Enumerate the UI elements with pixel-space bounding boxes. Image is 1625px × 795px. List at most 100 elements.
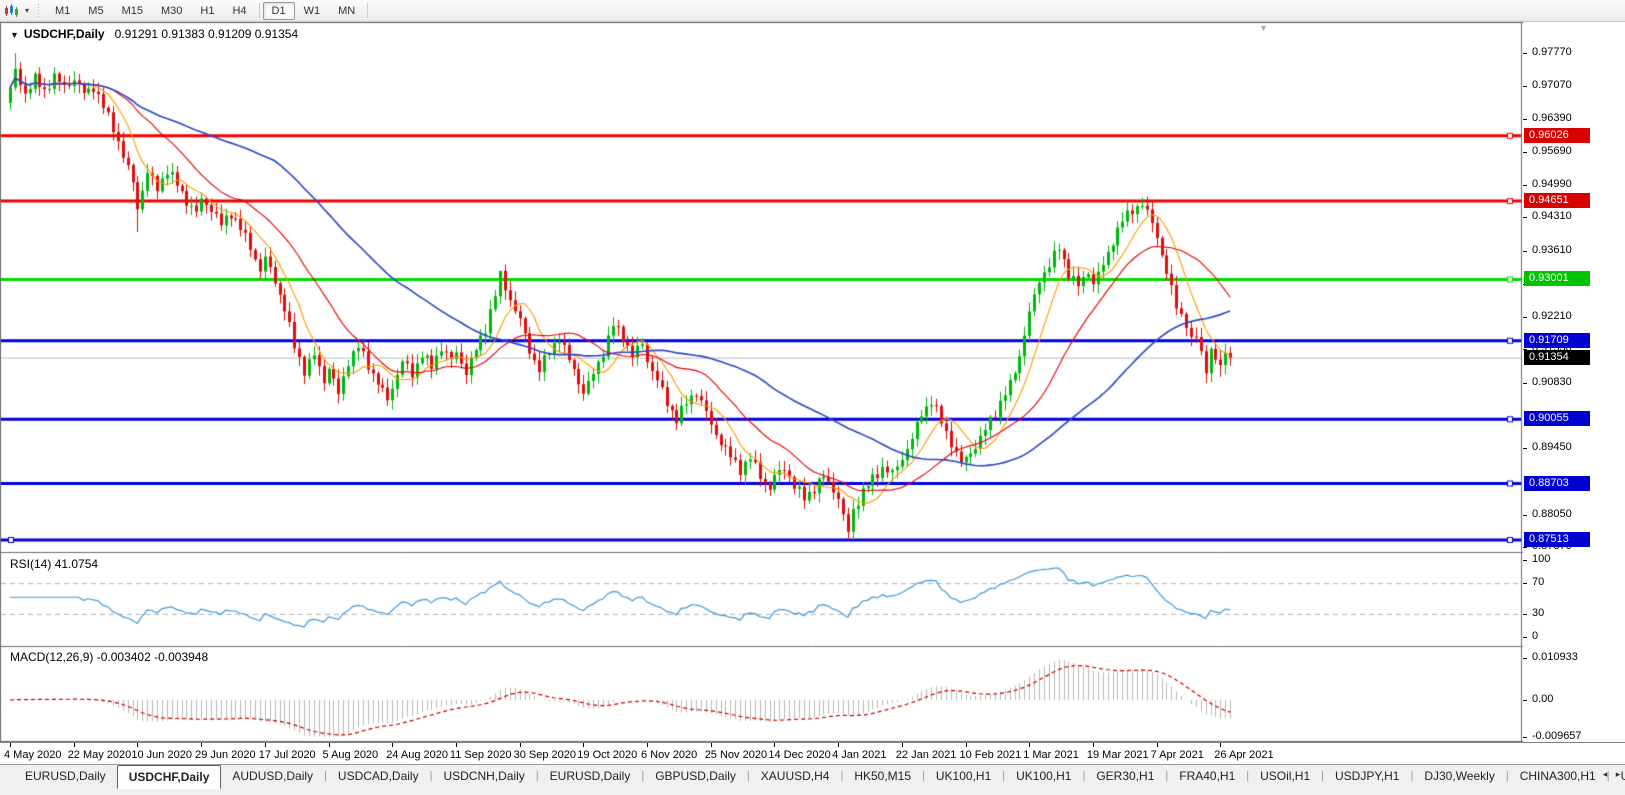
toolbar-separator bbox=[367, 3, 369, 18]
tab-ger30-h1[interactable]: GER30,H1 bbox=[1096, 769, 1155, 783]
tab-china300-h1[interactable]: CHINA300,H1 bbox=[1519, 769, 1596, 783]
price-tick-label: 0.92210 bbox=[1532, 309, 1572, 322]
macd-axis-dash bbox=[1523, 700, 1527, 701]
price-tick-dash bbox=[1523, 382, 1527, 384]
price-tick-dash bbox=[1523, 546, 1527, 548]
date-label: 10 Jun 2020 bbox=[131, 749, 192, 761]
tab-usdjpy-h1[interactable]: USDJPY,H1 bbox=[1335, 769, 1400, 783]
tab-separator: | bbox=[1505, 770, 1509, 782]
price-tick-label: 0.88050 bbox=[1532, 507, 1572, 520]
date-label: 4 May 2020 bbox=[4, 749, 62, 761]
rsi-axis-label: 70 bbox=[1532, 576, 1545, 589]
date-label: 11 Sep 2020 bbox=[449, 749, 512, 761]
tab-xauusd-h4[interactable]: XAUUSD,H4 bbox=[760, 769, 830, 783]
price-tick-dash bbox=[1523, 514, 1527, 516]
price-tick-label: 0.93610 bbox=[1532, 243, 1572, 256]
toolbar-separator bbox=[258, 3, 260, 18]
period-button-m5[interactable]: M5 bbox=[88, 4, 104, 17]
chart-type-dropdown-caret-icon[interactable]: ▾ bbox=[24, 6, 29, 15]
tab-dj30-weekly[interactable]: DJ30,Weekly bbox=[1424, 769, 1495, 783]
price-tick-label: 0.96390 bbox=[1532, 111, 1572, 124]
tab-scroll-right-button[interactable]: ▸ bbox=[1615, 769, 1621, 779]
tab-fra40-h1[interactable]: FRA40,H1 bbox=[1179, 769, 1236, 783]
tab-gbpusd-daily[interactable]: GBPUSD,Daily bbox=[655, 769, 736, 783]
tab-hk50-m15[interactable]: HK50,M15 bbox=[854, 769, 912, 783]
price-axis[interactable]: 0.97770 0.97070 0.96390 0.95690 0.94990 0.943… bbox=[1523, 22, 1625, 742]
date-tick bbox=[455, 743, 457, 747]
date-tick bbox=[10, 743, 11, 747]
rsi-pane-label: RSI(14) 41.0754 bbox=[10, 557, 98, 571]
tab-eurusd-daily[interactable]: EURUSD,Daily bbox=[549, 769, 631, 783]
toolbar-drag-grip[interactable] bbox=[36, 3, 41, 18]
tab-separator: | bbox=[1082, 770, 1086, 782]
period-toolbar-buttons: M1 M5 M15 M30 H1 H4 D1 W1 MN bbox=[46, 1, 364, 20]
tab-scroll-left-button[interactable]: ◂ bbox=[1602, 769, 1608, 779]
date-label: 17 Jul 2020 bbox=[258, 749, 316, 761]
period-button-d1[interactable]: D1 bbox=[262, 1, 295, 20]
symbol-label: USDCHF,Daily bbox=[23, 27, 105, 41]
tab-eurusd-daily[interactable]: EURUSD,Daily bbox=[25, 769, 106, 783]
date-tick bbox=[519, 743, 521, 747]
date-label: 24 Aug 2020 bbox=[386, 749, 448, 761]
date-tick bbox=[647, 743, 648, 747]
date-label: 22 May 2020 bbox=[67, 749, 132, 761]
date-tick bbox=[1029, 743, 1031, 747]
tab-uk100-h1[interactable]: UK100,H1 bbox=[1016, 769, 1072, 783]
tab-separator: | bbox=[1165, 770, 1169, 782]
price-level-badge: 0.88703 bbox=[1524, 475, 1590, 491]
top-toolbar: ▾ M1 M5 M15 M30 H1 H4 D1 W1 MN bbox=[0, 0, 1625, 22]
tab-usdcnh-daily[interactable]: USDCNH,Daily bbox=[443, 769, 525, 783]
current-price-badge: 0.91354 bbox=[1524, 349, 1590, 365]
date-label: 10 Feb 2021 bbox=[959, 749, 1022, 761]
tab-usdcad-daily[interactable]: USDCAD,Daily bbox=[337, 769, 419, 783]
macd-axis-dash bbox=[1523, 737, 1527, 739]
price-tick-dash bbox=[1523, 217, 1527, 219]
date-tick bbox=[73, 743, 75, 747]
date-tick bbox=[1092, 743, 1094, 747]
period-button-mn[interactable]: MN bbox=[338, 4, 356, 17]
date-label: 22 Jan 2021 bbox=[895, 749, 957, 761]
rsi-axis-label: 0 bbox=[1532, 630, 1539, 642]
date-axis[interactable]: 4 May 2020 22 May 2020 10 Jun 2020 29 Jun 2… bbox=[0, 742, 1625, 764]
date-label: 4 Jan 2021 bbox=[832, 749, 887, 761]
date-label: 26 Apr 2021 bbox=[1214, 749, 1274, 761]
tab-uk100-h1[interactable]: UK100,H1 bbox=[935, 769, 992, 783]
price-tick-label: 0.95690 bbox=[1532, 144, 1572, 157]
date-tick bbox=[710, 743, 712, 747]
period-button-h1[interactable]: H1 bbox=[200, 4, 215, 17]
price-level-badge: 0.90055 bbox=[1524, 411, 1590, 427]
date-tick bbox=[201, 743, 203, 747]
candlestick-chart-icon[interactable] bbox=[2, 3, 20, 19]
symbol-header: ▼ USDCHF,Daily 0.91291 0.91383 0.91209 0.9… bbox=[10, 27, 298, 41]
rsi-axis-label: 100 bbox=[1532, 553, 1551, 565]
tab-separator: | bbox=[324, 770, 327, 782]
period-button-m15[interactable]: M15 bbox=[121, 4, 143, 17]
tab-usdchf-daily[interactable]: USDCHF,Daily bbox=[116, 765, 222, 789]
period-button-w1[interactable]: W1 bbox=[303, 4, 321, 17]
date-label: 29 Jun 2020 bbox=[195, 749, 256, 761]
period-button-m30[interactable]: M30 bbox=[160, 4, 183, 17]
date-tick bbox=[1156, 743, 1158, 747]
rsi-axis-dash bbox=[1523, 637, 1527, 638]
tab-separator: | bbox=[1246, 770, 1250, 782]
rsi-label: RSI(14) bbox=[10, 557, 52, 571]
price-tick-label: 0.90830 bbox=[1532, 375, 1572, 388]
macd-axis-label: -0.009657 bbox=[1532, 730, 1582, 743]
date-label: 6 Nov 2020 bbox=[641, 749, 698, 761]
tab-usoil-h1[interactable]: USOil,H1 bbox=[1260, 769, 1311, 783]
price-tick-label: 0.94990 bbox=[1532, 177, 1572, 190]
price-tick-dash bbox=[1523, 53, 1527, 54]
period-button-m1[interactable]: M1 bbox=[55, 4, 71, 17]
tab-separator: | bbox=[922, 770, 925, 782]
date-tick bbox=[901, 743, 903, 747]
date-tick bbox=[1220, 743, 1222, 747]
tab-audusd-daily[interactable]: AUDUSD,Daily bbox=[232, 769, 314, 783]
date-tick bbox=[583, 743, 585, 747]
macd-axis-label: 0.010933 bbox=[1532, 650, 1578, 663]
chart-shift-marker-icon[interactable]: ▼ bbox=[1259, 23, 1268, 33]
tab-u[interactable]: U bbox=[1610, 766, 1625, 787]
price-tick-dash bbox=[1523, 316, 1527, 318]
price-chart-canvas[interactable] bbox=[0, 22, 1625, 742]
period-button-h4[interactable]: H4 bbox=[232, 4, 247, 17]
symbol-collapse-icon[interactable]: ▼ bbox=[10, 30, 19, 40]
